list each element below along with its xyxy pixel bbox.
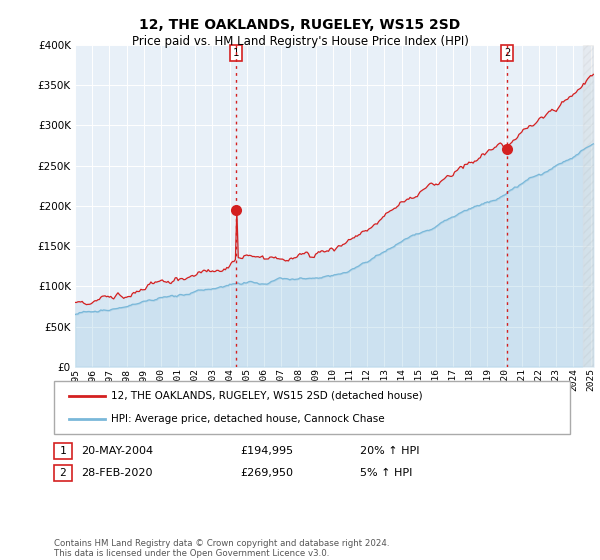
Text: 12, THE OAKLANDS, RUGELEY, WS15 2SD: 12, THE OAKLANDS, RUGELEY, WS15 2SD [139, 18, 461, 32]
Text: 28-FEB-2020: 28-FEB-2020 [81, 468, 152, 478]
Text: 2: 2 [504, 48, 511, 58]
Text: 5% ↑ HPI: 5% ↑ HPI [360, 468, 412, 478]
Text: 1: 1 [59, 446, 67, 456]
Text: 12, THE OAKLANDS, RUGELEY, WS15 2SD (detached house): 12, THE OAKLANDS, RUGELEY, WS15 2SD (det… [111, 391, 422, 401]
Text: £269,950: £269,950 [240, 468, 293, 478]
Text: 1: 1 [233, 48, 239, 58]
Text: 2: 2 [59, 468, 67, 478]
Text: This data is licensed under the Open Government Licence v3.0.: This data is licensed under the Open Gov… [54, 549, 329, 558]
Text: 20% ↑ HPI: 20% ↑ HPI [360, 446, 419, 456]
Text: HPI: Average price, detached house, Cannock Chase: HPI: Average price, detached house, Cann… [111, 414, 385, 424]
Text: 20-MAY-2004: 20-MAY-2004 [81, 446, 153, 456]
Text: Contains HM Land Registry data © Crown copyright and database right 2024.: Contains HM Land Registry data © Crown c… [54, 539, 389, 548]
Text: £194,995: £194,995 [240, 446, 293, 456]
Text: Price paid vs. HM Land Registry's House Price Index (HPI): Price paid vs. HM Land Registry's House … [131, 35, 469, 49]
